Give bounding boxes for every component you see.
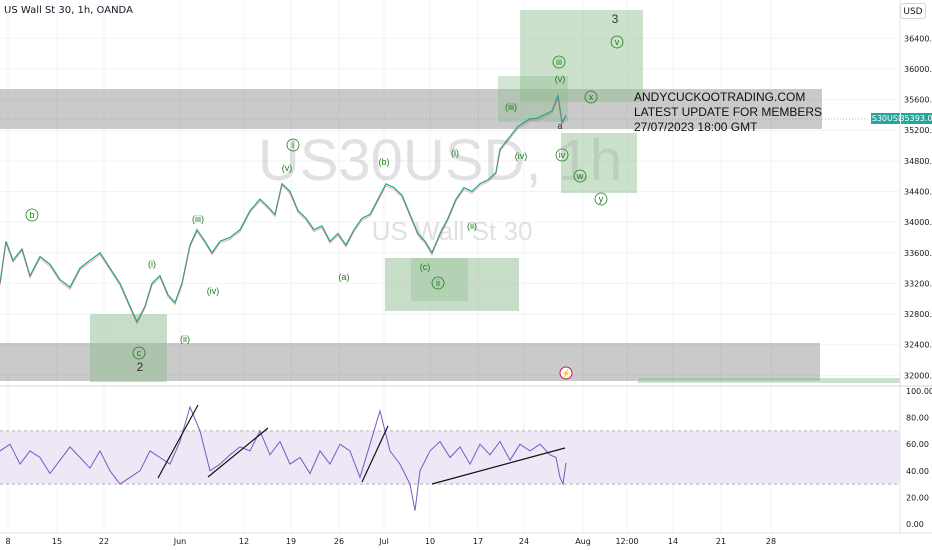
wave-label: (b) <box>379 157 390 167</box>
resistance-zone <box>0 89 822 129</box>
time-tick-label: Aug <box>575 537 591 546</box>
time-tick-label: 19 <box>286 537 296 546</box>
wave-3-target-box <box>520 10 643 102</box>
wave-label: (v) <box>555 74 566 84</box>
price-tick-label: 32800.0 <box>904 310 932 319</box>
announcement-line-1: ANDYCUCKOOTRADING.COM <box>634 90 805 104</box>
time-tick-label: 10 <box>425 537 435 546</box>
wave-label: iii <box>556 57 562 67</box>
time-tick-label: Jun <box>173 537 187 546</box>
symbol-tag <box>871 113 900 124</box>
rsi-trendline <box>361 425 389 483</box>
wave-label: (iii) <box>192 214 204 224</box>
wave-label: x <box>589 92 594 102</box>
wave-label: (v) <box>282 163 293 173</box>
alert-icon[interactable] <box>559 366 573 380</box>
wave-label: y <box>599 194 604 204</box>
time-tick-label: Jul <box>378 537 389 546</box>
wave-label: (c) <box>420 262 431 272</box>
time-tick-label: 26 <box>334 537 344 546</box>
rsi-trendline <box>431 447 566 485</box>
wave-ii-inner-box <box>411 258 468 301</box>
wave-label: 2 <box>137 360 144 374</box>
time-axis[interactable]: 8 15 22 Jun 12 19 26 Jul 10 17 24 Aug 12:00 14 21 28 <box>5 537 776 546</box>
rsi-axis: 100.00 80.00 60.00 40.00 20.00 0.00 <box>906 387 932 529</box>
price-tick-label: 35200.0 <box>904 126 932 135</box>
wave-c-circle <box>132 346 146 360</box>
time-tick-label: 17 <box>473 537 483 546</box>
wave-label: (ii) <box>180 334 190 344</box>
wave-y-circle <box>594 192 608 206</box>
price-tick-label: 34400.0 <box>904 188 932 197</box>
time-tick-label: 21 <box>716 537 726 546</box>
wave-label: v <box>615 37 620 47</box>
price-tick-label: 32400.0 <box>904 341 932 350</box>
time-tick-label: 12 <box>239 537 249 546</box>
alert-icon-glyph: ⚡ <box>561 368 571 378</box>
rsi-tick-label: 80.00 <box>906 414 929 423</box>
announcement-line-3: 27/07/2023 18:00 GMT <box>634 120 758 134</box>
wave-ii-box <box>385 258 519 311</box>
wave-label: (a) <box>339 272 350 282</box>
time-tick-label: 14 <box>668 537 678 546</box>
wave-label: iv <box>559 150 566 160</box>
rsi-trendline <box>157 404 199 479</box>
wave-label: (iv) <box>207 286 220 296</box>
time-tick-label: 12:00 <box>615 537 638 546</box>
wave-label: i <box>292 140 294 150</box>
symbol-tag-label: US30USD <box>866 114 904 123</box>
price-axis[interactable]: 36400.0 36000.0 35600.0 35200.0 34800.0 34400… <box>904 34 932 380</box>
time-tick-label: 22 <box>99 537 109 546</box>
time-tick-label: 28 <box>766 537 776 546</box>
wave-label: c <box>137 348 142 358</box>
price-tick-label: 34800.0 <box>904 157 932 166</box>
rsi-tick-label: 0.00 <box>906 520 924 529</box>
price-series-shadow <box>0 96 567 325</box>
price-tick-label: 35600.0 <box>904 96 932 105</box>
time-tick-label: 15 <box>52 537 62 546</box>
price-tick-label: 33600.0 <box>904 249 932 258</box>
wave-i-circle <box>286 138 300 152</box>
price-tag <box>901 113 932 124</box>
rsi-tick-label: 40.00 <box>906 467 929 476</box>
wave-v-circle <box>610 35 624 49</box>
price-tick-label: 36000.0 <box>904 65 932 74</box>
wave-label: (iv) <box>515 151 528 161</box>
price-tick-label: 36400.0 <box>904 34 932 43</box>
wave-label: (i) <box>148 259 156 269</box>
price-tick-label: 34000.0 <box>904 218 932 227</box>
wave-iv-target-box <box>561 133 637 193</box>
price-tick-label: 32000.0 <box>904 371 932 380</box>
wave-b-circle <box>25 208 39 222</box>
rsi-tick-label: 60.00 <box>906 440 929 449</box>
chart-header: US Wall St 30, 1h, OANDA <box>4 5 133 16</box>
wave-2-box <box>90 314 167 382</box>
wave-x-circle <box>584 90 598 104</box>
rsi-tick-label: 100.00 <box>906 387 932 396</box>
rsi-trendline <box>207 427 269 478</box>
wave-label: b <box>29 210 34 220</box>
support-zone-edge <box>638 378 900 383</box>
wave-iii-circle <box>552 55 566 69</box>
rsi-series <box>0 405 567 511</box>
wave-label: 3 <box>612 12 619 26</box>
wave-ii-circle <box>431 276 445 290</box>
watermark-name: US Wall St 30 <box>372 216 533 246</box>
announcement-line-2: LATEST UPDATE FOR MEMBERS <box>634 105 822 119</box>
time-tick-label: 24 <box>519 537 529 546</box>
price-tag-value: 35393.0 <box>899 114 932 123</box>
wave-label: (i) <box>451 148 459 158</box>
rsi-tick-label: 20.00 <box>906 493 929 502</box>
wave-label: (ii) <box>467 221 477 231</box>
watermark-symbol: US30USD, 1h <box>258 128 622 193</box>
wave-iv-circle <box>555 148 569 162</box>
price-tick-label: 33200.0 <box>904 279 932 288</box>
wave-w-circle <box>573 169 587 183</box>
wave-label: (iii) <box>505 102 517 112</box>
wave-label: a <box>557 121 562 131</box>
time-tick-label: 8 <box>5 537 10 546</box>
wave-label: w <box>576 171 584 181</box>
wave-label: ii <box>436 278 440 288</box>
